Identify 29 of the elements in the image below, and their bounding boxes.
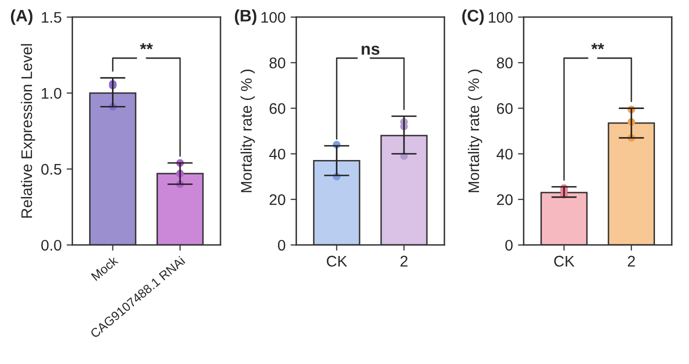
y-tick-label: 60 [270, 103, 286, 114]
annotation: ns [362, 46, 380, 55]
x-tick-label: CK [326, 256, 348, 267]
y-tick-label: 0 [505, 240, 513, 251]
y-tick-label: 0.0 [41, 240, 62, 251]
y-tick-label: 80 [270, 58, 286, 68]
chart-title: (B) [234, 9, 256, 25]
y-tick-label: 0 [278, 240, 286, 251]
chart-title: (C) [462, 9, 484, 25]
y-tick-label: 20 [270, 194, 286, 206]
x-tick-label: 2 [400, 256, 408, 266]
y-tick-label: 1.5 [42, 12, 62, 23]
y-tick-label: 80 [496, 58, 513, 68]
y-tick-label: 60 [497, 103, 513, 114]
y-tick-label: 20 [497, 194, 513, 206]
y-tick-label: 0.5 [41, 164, 62, 175]
x-tick-label: 2 [628, 256, 635, 266]
annotation: ** [591, 43, 604, 50]
chart-title: (A) [10, 9, 32, 25]
y-tick-label: 40 [269, 148, 286, 160]
y-tick-label: 100 [488, 12, 513, 23]
y-tick-label: 40 [496, 148, 513, 160]
annotation: ** [140, 43, 153, 50]
y-tick-label: 100 [262, 12, 286, 23]
y-axis-title: Mortality rate ( % ) [240, 70, 255, 192]
y-axis-title: Relative Expression Level [20, 44, 36, 218]
x-tick-label: CK [554, 256, 574, 267]
y-axis-title: Mortality rate ( % ) [468, 70, 482, 192]
y-tick-label: 1.0 [42, 88, 62, 99]
